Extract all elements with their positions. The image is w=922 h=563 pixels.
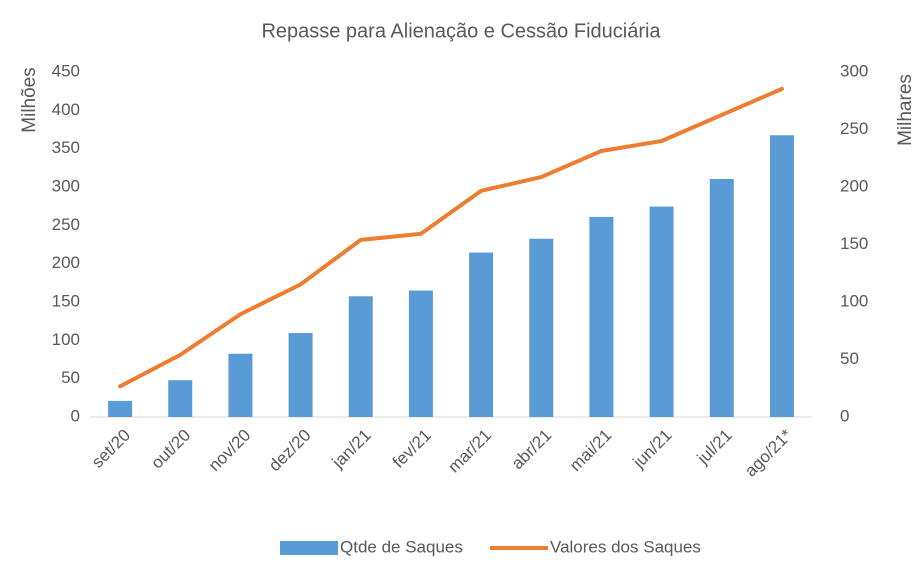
x-tick-label: jul/21: [693, 426, 736, 469]
x-tick-label: out/20: [147, 426, 194, 473]
bar: [228, 353, 253, 417]
legend-swatch: [280, 541, 338, 555]
y-tick-label: 50: [61, 368, 80, 387]
bar: [469, 252, 494, 417]
y2-tick-label: 200: [840, 176, 868, 195]
bar: [589, 216, 614, 417]
legend-label: Valores dos Saques: [550, 537, 701, 556]
y2-tick-label: 50: [840, 349, 859, 368]
bar: [529, 238, 554, 417]
legend-label: Qtde de Saques: [340, 537, 463, 556]
bar: [288, 333, 313, 417]
y-axis-label: Milhões: [19, 67, 40, 132]
x-tick-label: dez/20: [265, 426, 315, 476]
y2-tick-label: 150: [840, 234, 868, 253]
y2-tick-label: 250: [840, 119, 868, 138]
y2-tick-label: 0: [840, 406, 849, 425]
y-tick-label: 150: [52, 291, 80, 310]
x-tick-label: ago/21*: [741, 425, 796, 480]
y2-axis-label: Milhares: [895, 74, 916, 146]
y-tick-label: 250: [52, 215, 80, 234]
x-tick-label: jan/21: [328, 426, 375, 473]
x-tick-label: set/20: [88, 426, 134, 472]
bar: [168, 380, 193, 417]
bar: [649, 206, 674, 417]
bar: [769, 135, 794, 417]
x-tick-label: fev/21: [389, 426, 435, 472]
line: [118, 86, 784, 389]
x-tick-label: mai/21: [566, 426, 616, 476]
bar: [348, 296, 373, 417]
y-tick-label: 450: [52, 61, 80, 80]
y-tick-label: 200: [52, 253, 80, 272]
y-tick-label: 100: [52, 330, 80, 349]
x-tick-label: jun/21: [629, 426, 676, 473]
bar: [108, 400, 133, 417]
x-tick-label: nov/20: [205, 426, 255, 476]
chart-title: Repasse para Alienação e Cessão Fiduciár…: [261, 20, 661, 42]
bar: [408, 290, 433, 417]
y2-tick-label: 100: [840, 291, 868, 310]
y-tick-label: 400: [52, 100, 80, 119]
x-tick-label: abr/21: [508, 426, 556, 474]
y2-tick-label: 300: [840, 61, 868, 80]
x-tick-label: mar/21: [444, 426, 495, 477]
bar: [709, 178, 734, 417]
y-tick-label: 0: [71, 406, 80, 425]
y-tick-label: 300: [52, 176, 80, 195]
y-tick-label: 350: [52, 138, 80, 157]
